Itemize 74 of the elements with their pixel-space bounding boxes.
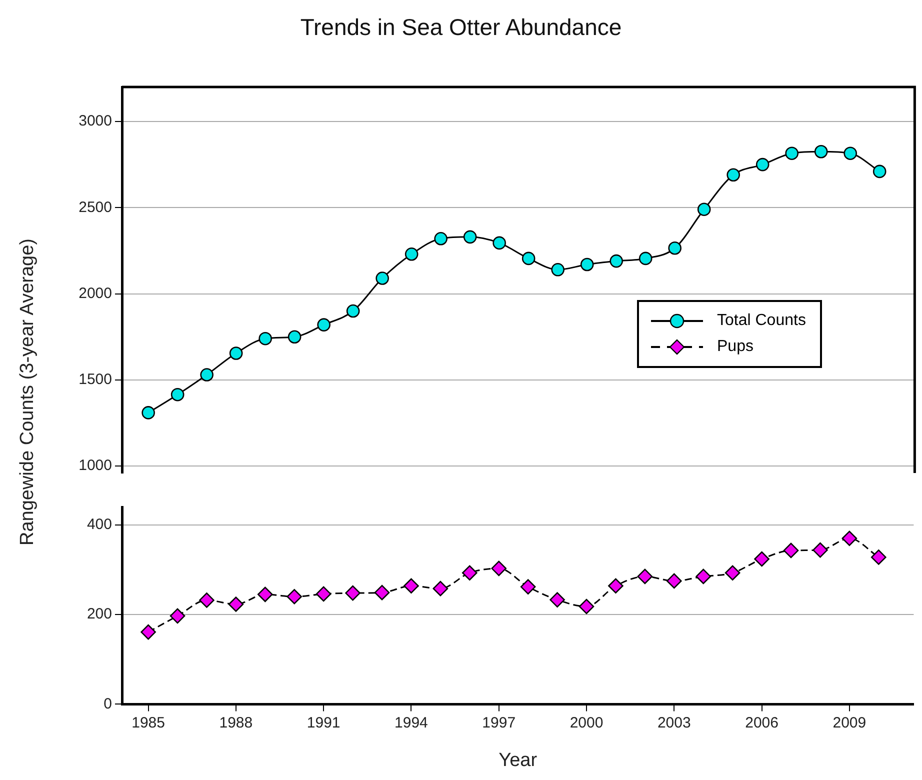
- y-tick-label: 2000: [78, 284, 112, 302]
- point: [666, 573, 682, 589]
- x-tick-label: 2009: [832, 714, 866, 732]
- legend-label: Total Counts: [717, 312, 806, 330]
- x-tick-label: 2000: [570, 714, 604, 732]
- point: [637, 568, 653, 584]
- point: [229, 346, 243, 360]
- point: [610, 254, 623, 268]
- point: [463, 230, 477, 244]
- point: [844, 146, 857, 160]
- point: [491, 560, 507, 576]
- x-tick-label: 1994: [394, 714, 428, 732]
- y-tick-label: 200: [86, 606, 112, 623]
- point: [140, 624, 156, 640]
- point: [522, 252, 536, 266]
- point: [199, 592, 214, 608]
- x-tick-label: 1988: [219, 714, 253, 732]
- point: [376, 272, 389, 285]
- point: [346, 304, 360, 318]
- y-tick-label: 1500: [78, 371, 112, 388]
- y-tick-label: 0: [104, 695, 112, 712]
- point: [520, 579, 536, 594]
- point: [317, 318, 330, 332]
- x-tick-label: 2006: [745, 714, 778, 732]
- point: [580, 258, 594, 272]
- point: [200, 368, 214, 382]
- point: [754, 551, 770, 567]
- point: [492, 236, 506, 250]
- point: [434, 232, 448, 246]
- x-axis-title: Year: [498, 750, 538, 771]
- point: [812, 542, 828, 558]
- point: [696, 568, 712, 584]
- point: [404, 248, 418, 261]
- point: [608, 578, 624, 594]
- y-tick-label: 1000: [78, 457, 112, 474]
- y-tick-label: 2500: [78, 198, 112, 216]
- point: [783, 542, 799, 558]
- point: [668, 241, 682, 255]
- point: [228, 596, 244, 612]
- point: [258, 332, 272, 346]
- point: [316, 586, 332, 602]
- x-tick-label: 1991: [306, 714, 340, 732]
- point: [345, 585, 360, 601]
- point: [286, 588, 302, 604]
- point: [870, 550, 886, 565]
- legend-label: Pups: [717, 338, 754, 356]
- point: [170, 608, 186, 624]
- point: [432, 580, 448, 596]
- x-tick-label: 1997: [482, 714, 516, 732]
- point: [170, 388, 184, 402]
- point: [872, 164, 886, 178]
- point: [724, 565, 740, 581]
- point: [550, 592, 565, 608]
- y-tick-label: 3000: [78, 112, 112, 130]
- y-tick-label: 400: [86, 516, 112, 534]
- point: [726, 168, 740, 182]
- point: [288, 330, 302, 344]
- point: [756, 158, 770, 172]
- x-tick-label: 1985: [132, 714, 165, 732]
- chart-title: Trends in Sea Otter Abundance: [299, 14, 623, 41]
- point: [638, 252, 652, 266]
- point: [578, 598, 594, 614]
- point: [374, 584, 390, 600]
- point: [551, 263, 564, 276]
- point: [785, 146, 798, 160]
- point: [404, 578, 419, 594]
- point: [814, 144, 828, 158]
- point: [842, 530, 858, 546]
- x-tick-label: 2003: [657, 714, 691, 732]
- point: [697, 202, 711, 216]
- y-axis-title: Rangewide Counts (3-year Average): [17, 238, 39, 546]
- point: [258, 586, 273, 602]
- point: [462, 565, 478, 581]
- point: [142, 406, 155, 420]
